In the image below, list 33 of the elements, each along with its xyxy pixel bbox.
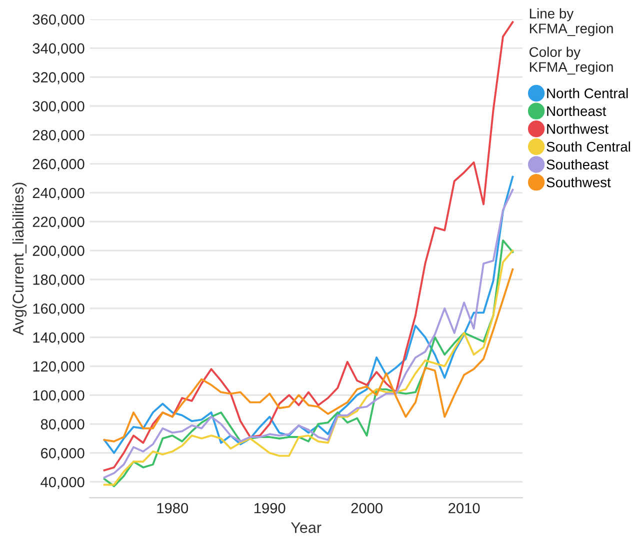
- x-tick-label: 1990: [254, 502, 286, 514]
- y-tick-label: 260,000: [32, 158, 84, 171]
- y-tick-label: 100,000: [33, 390, 84, 402]
- legend-label: South Central: [546, 141, 630, 152]
- text: Color by KFMA_region: [530, 46, 613, 75]
- legend-title: Line by KFMA_region: [530, 8, 613, 36]
- x-axis-title: Year: [290, 522, 322, 533]
- y-tick-label: 200,000: [32, 246, 84, 258]
- y-tick-label: 220,000: [32, 216, 84, 229]
- y-tick-label: 280,000: [32, 130, 84, 142]
- y-tick-label: 120,000: [33, 361, 84, 374]
- x-tick-label: 1980: [157, 502, 188, 514]
- y-tick-label: 320,000: [32, 72, 84, 84]
- legend-label: Northeast: [547, 106, 606, 116]
- y-tick-label: 60,000: [41, 448, 84, 460]
- legend-label: Southwest: [546, 177, 611, 188]
- y-tick-label: 80,000: [40, 419, 84, 432]
- y-tick-label: 140,000: [33, 332, 84, 344]
- y-tick-label: 40,000: [40, 476, 84, 489]
- x-tick-label: 2000: [351, 502, 382, 514]
- y-tick-label: 340,000: [32, 43, 84, 56]
- y-tick-label: 360,000: [32, 14, 84, 26]
- line-series: [103, 268, 514, 442]
- y-tick-label: 300,000: [32, 101, 84, 114]
- y-tick-label: 180,000: [33, 274, 84, 287]
- legend-label: Northwest: [547, 124, 608, 134]
- y-axis-title: Avg(Current_liabilities): [12, 182, 27, 336]
- x-tick-label: 2010: [448, 502, 480, 514]
- y-tick-label: 160,000: [33, 303, 84, 316]
- legend-label: North Central: [547, 88, 628, 98]
- y-tick-label: 240,000: [32, 188, 84, 200]
- line-series: [103, 21, 514, 472]
- legend-label: Southeast: [546, 159, 608, 170]
